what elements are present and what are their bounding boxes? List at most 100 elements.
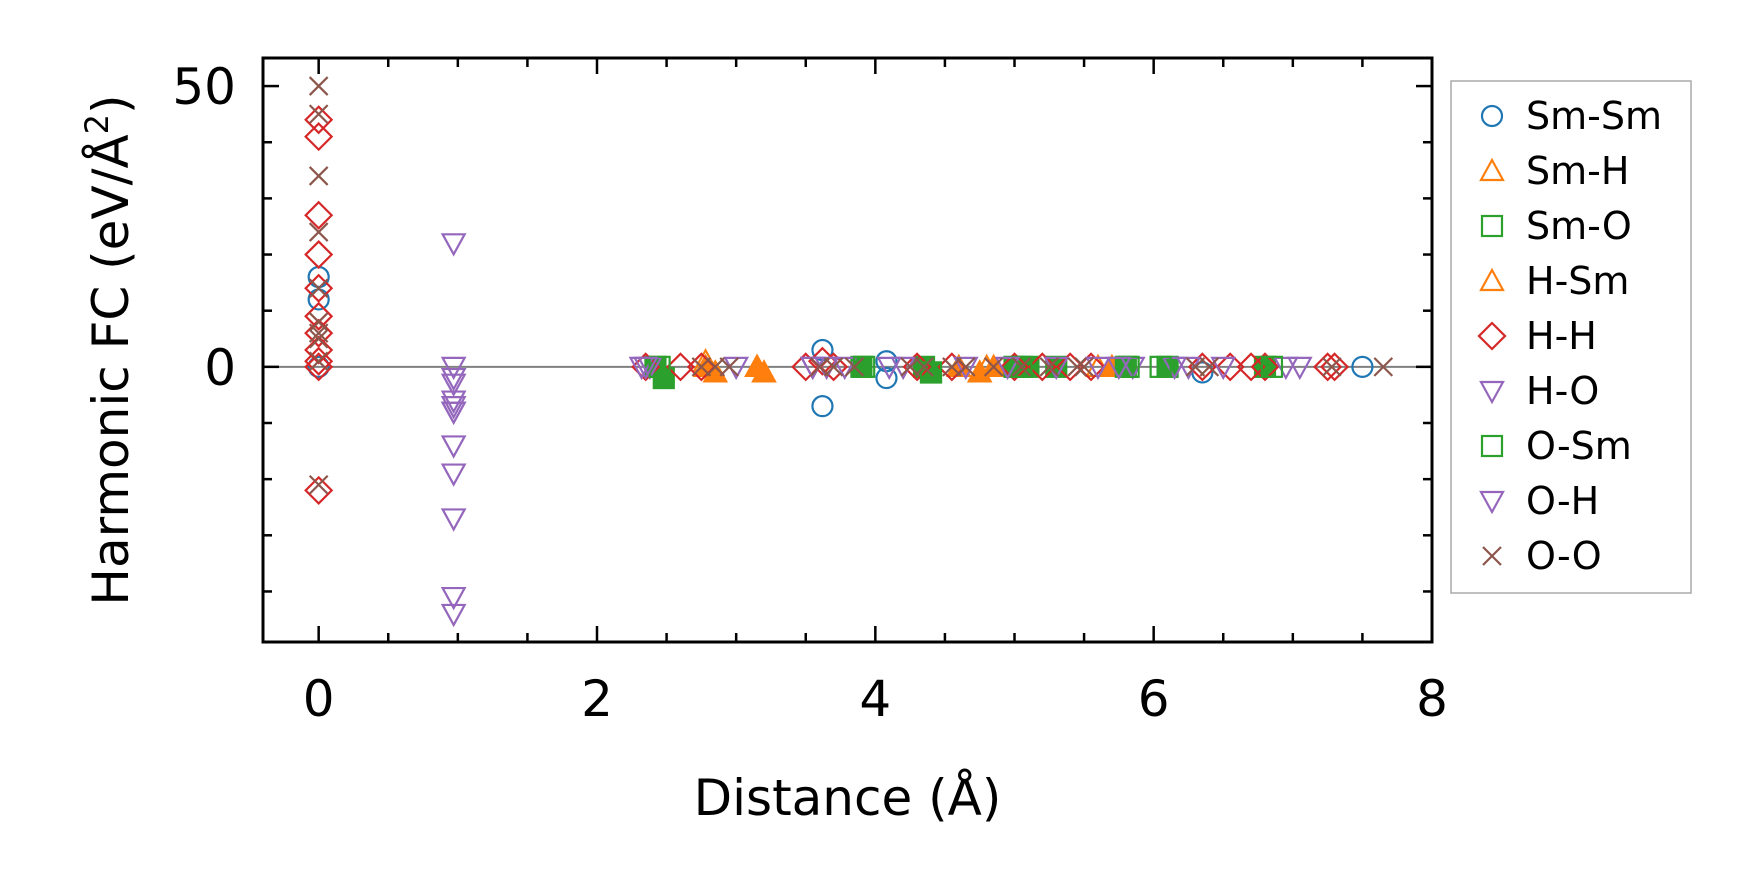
legend-label: H-Sm xyxy=(1526,259,1629,303)
data-point xyxy=(1273,356,1299,381)
data-point xyxy=(307,265,330,289)
data-point xyxy=(440,508,467,532)
x-tick-label: 4 xyxy=(859,670,891,728)
data-point xyxy=(304,200,334,230)
data-point xyxy=(308,323,329,343)
data-point xyxy=(956,357,976,377)
data-point xyxy=(1215,352,1245,382)
data-point xyxy=(304,239,334,270)
y-tick-label: 50 xyxy=(172,58,236,116)
data-point xyxy=(440,463,467,487)
data-point xyxy=(440,390,467,414)
data-point xyxy=(1161,356,1188,381)
tick-labels: 0 2 4 6 8 0 50 xyxy=(172,58,1448,728)
legend-item: Sm-Sm xyxy=(1480,94,1662,138)
data-point xyxy=(440,367,467,392)
x-tick-label: 2 xyxy=(581,670,613,728)
data-point xyxy=(1027,352,1057,382)
y-axis-label-close: ) xyxy=(82,94,140,114)
legend-label: O-Sm xyxy=(1526,424,1632,468)
data-point xyxy=(632,356,659,381)
legend-item: O-O xyxy=(1482,534,1602,578)
data-point xyxy=(1149,355,1172,378)
data-point xyxy=(1011,357,1032,377)
legend-label: Sm-H xyxy=(1526,149,1629,193)
data-point xyxy=(1286,356,1313,381)
data-point xyxy=(1260,355,1284,378)
legend-marker xyxy=(1479,490,1505,515)
data-point xyxy=(844,357,865,377)
data-point xyxy=(304,352,334,382)
legend-marker xyxy=(1480,104,1504,128)
data-point xyxy=(304,346,334,376)
data-point xyxy=(440,233,467,257)
data-point xyxy=(648,355,671,378)
data-point xyxy=(304,318,334,348)
data-point xyxy=(994,356,1021,381)
series-sm-sm xyxy=(307,265,1374,418)
data-point xyxy=(1074,357,1094,377)
data-point xyxy=(308,104,329,124)
legend-box xyxy=(1450,80,1692,594)
data-point xyxy=(1085,356,1111,381)
data-point xyxy=(308,76,329,96)
data-point xyxy=(308,474,329,495)
series-o-o xyxy=(308,76,1394,495)
data-point xyxy=(308,351,329,372)
plot-frame xyxy=(261,56,1434,644)
data-point xyxy=(719,357,739,377)
legend-item: H-H xyxy=(1477,314,1597,358)
data-markers xyxy=(304,76,1394,628)
data-point xyxy=(1210,356,1237,381)
legend-item: H-O xyxy=(1479,369,1599,413)
legend-label: H-H xyxy=(1526,314,1597,358)
legend-item: Sm-H xyxy=(1479,149,1629,193)
plot-area xyxy=(261,56,1434,644)
legend-item: O-Sm xyxy=(1480,424,1632,468)
legend-marker xyxy=(1480,214,1504,238)
legend-item: O-H xyxy=(1479,479,1599,523)
data-point xyxy=(440,396,467,420)
legend-marker xyxy=(1482,546,1502,566)
y-tick-label: 0 xyxy=(204,339,236,397)
data-point xyxy=(900,357,920,377)
data-point xyxy=(1373,357,1394,377)
legend-marker xyxy=(1479,157,1505,182)
legend-label: O-H xyxy=(1526,479,1599,523)
legend-marker xyxy=(1479,380,1505,405)
data-point xyxy=(1322,357,1342,377)
legend-items: Sm-Sm Sm-H Sm-O H-Sm H-H H-O O-Sm O-H O-O xyxy=(1477,94,1662,578)
data-point xyxy=(1106,356,1132,381)
data-point xyxy=(308,222,329,242)
legend-label: H-O xyxy=(1526,369,1599,413)
data-point xyxy=(942,357,962,377)
data-point xyxy=(811,395,834,418)
data-point xyxy=(952,356,979,381)
data-point xyxy=(1236,352,1266,382)
data-point xyxy=(1199,357,1220,377)
data-point xyxy=(1250,352,1280,382)
data-point xyxy=(983,357,1004,377)
data-point xyxy=(1039,357,1060,377)
series-h-h xyxy=(304,105,1350,505)
data-point xyxy=(823,357,844,377)
data-point xyxy=(691,357,712,377)
data-point xyxy=(1010,355,1033,378)
data-point xyxy=(304,273,334,303)
legend-marker xyxy=(1479,267,1505,292)
data-point xyxy=(1351,355,1374,378)
data-point xyxy=(308,166,329,186)
series-h-o xyxy=(440,233,1299,611)
data-point xyxy=(1185,357,1206,377)
data-point xyxy=(875,366,898,390)
data-point xyxy=(665,352,696,382)
data-point xyxy=(1187,352,1217,382)
data-point xyxy=(304,105,334,135)
legend: Sm-Sm Sm-H Sm-O H-Sm H-H H-O O-Sm O-H O-O xyxy=(1450,80,1692,594)
data-point xyxy=(440,356,467,381)
data-point xyxy=(831,356,858,381)
data-point xyxy=(308,328,329,349)
data-point xyxy=(440,373,467,397)
data-point xyxy=(705,357,726,377)
legend-marker xyxy=(1477,321,1507,351)
